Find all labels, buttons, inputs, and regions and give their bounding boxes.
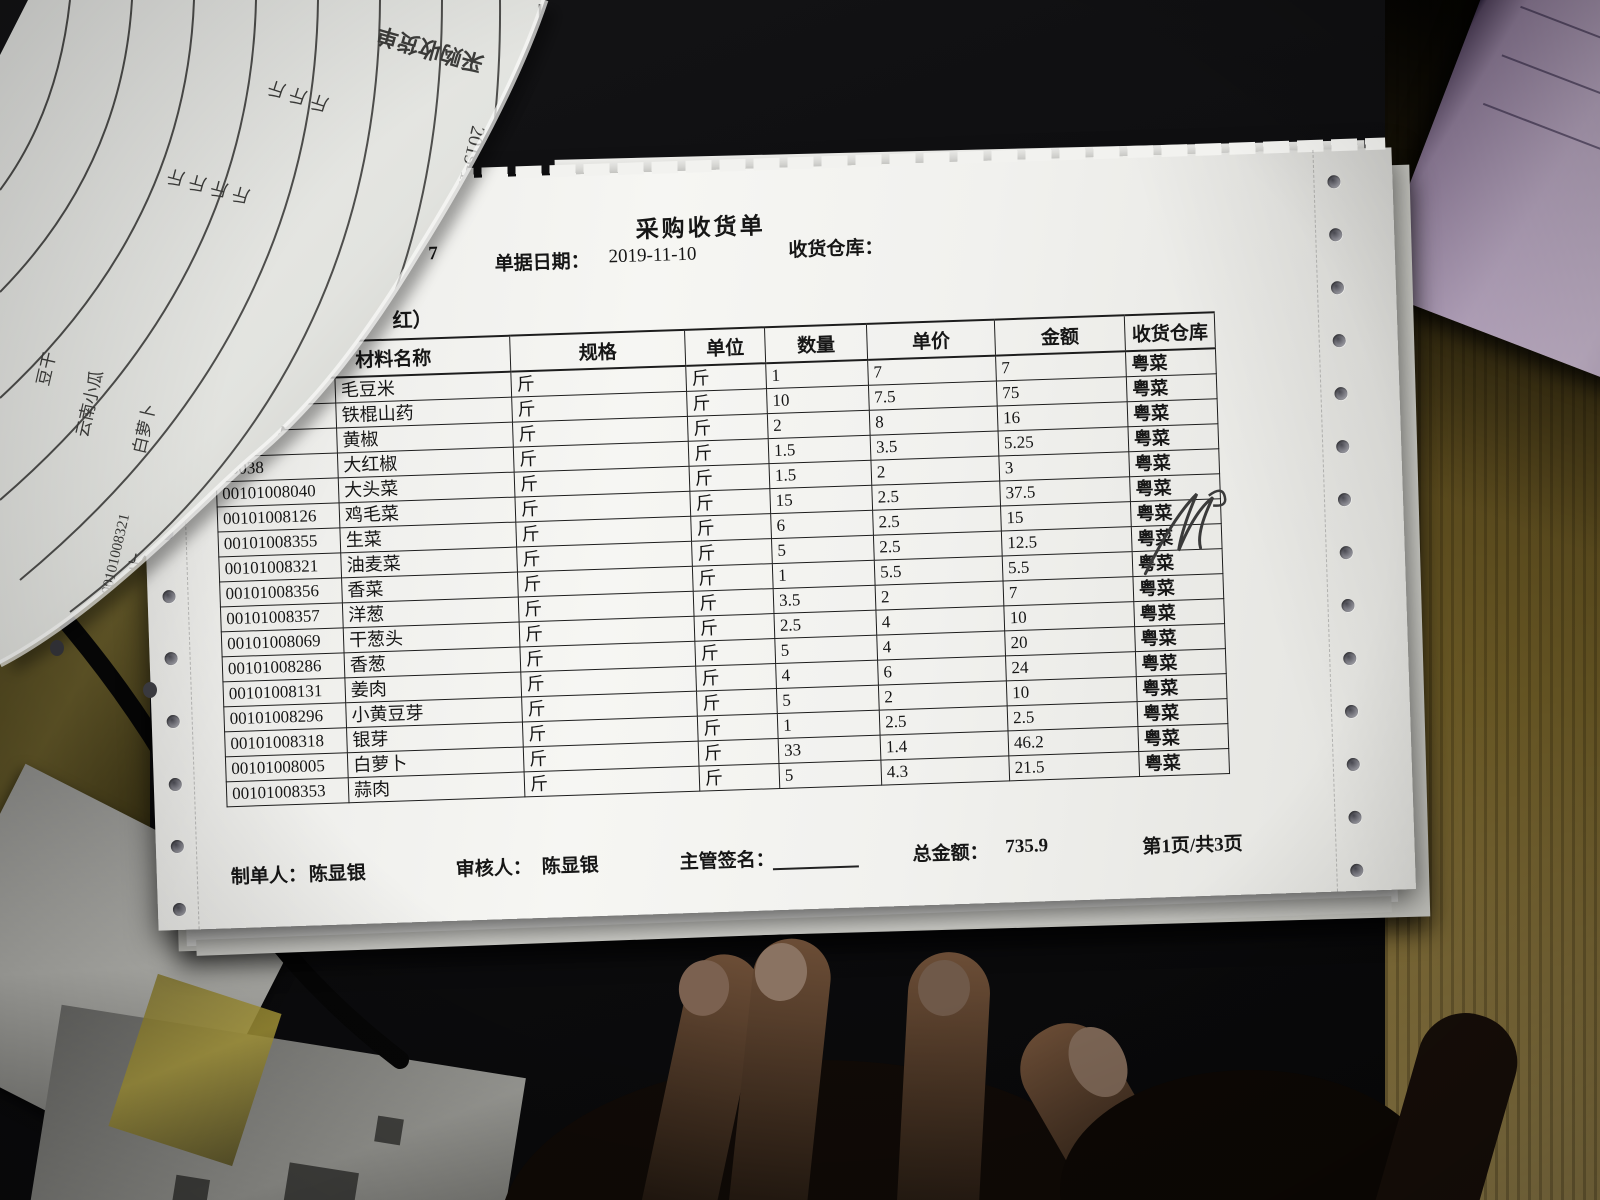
finger: [727, 938, 831, 1200]
finger: [896, 952, 990, 1200]
finger: [1366, 1013, 1518, 1200]
fingernail: [678, 960, 730, 1016]
curl-feed-hole: [50, 640, 64, 656]
finger: [640, 954, 762, 1200]
curl-page-face: [0, 0, 545, 664]
curl-edge-highlight: [0, 0, 549, 668]
second-hand: [1060, 1070, 1440, 1200]
fingernail: [917, 960, 971, 1016]
curl-feed-hole: [143, 682, 157, 698]
receipt-sheet: 采购收货单 7 红） 单据日期： 2019-11-10 收货仓库： 材料名称规格…: [134, 147, 1416, 931]
handwritten-signature: [1143, 489, 1227, 576]
thumbnail: [1068, 1026, 1128, 1098]
fingernail: [754, 943, 808, 1001]
curled-previous-page: 采购收货单 2019-11-09 单据日期： 规格 斤 斤 斤 斤 斤 斤 斤 …: [0, 0, 557, 698]
